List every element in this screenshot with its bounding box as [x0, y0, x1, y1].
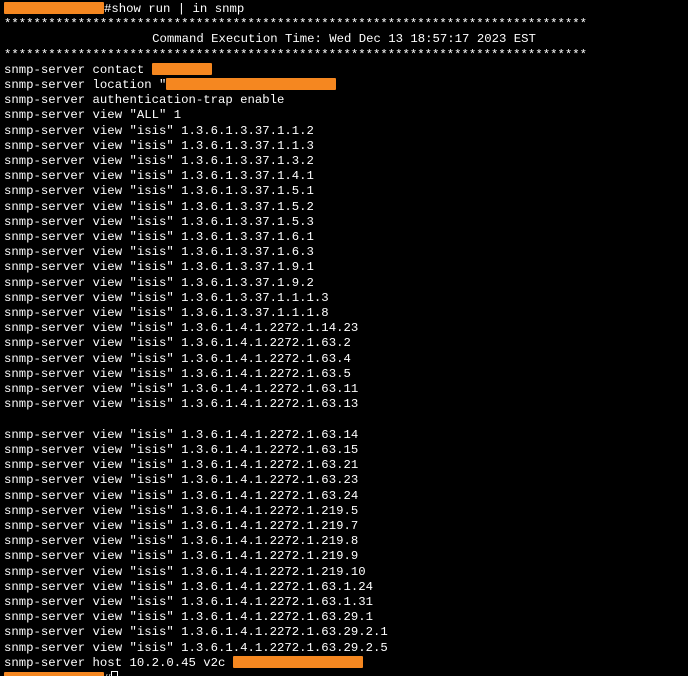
config-line: snmp-server view "isis" 1.3.6.1.4.1.2272…	[4, 625, 388, 639]
terminal-line: snmp-server view "isis" 1.3.6.1.3.37.1.5…	[4, 215, 684, 230]
terminal-line: snmp-server view "isis" 1.3.6.1.4.1.2272…	[4, 443, 684, 458]
terminal-line	[4, 412, 684, 427]
terminal-line: #	[4, 671, 684, 676]
config-line: snmp-server view "isis" 1.3.6.1.3.37.1.6…	[4, 245, 314, 259]
terminal-line: snmp-server view "isis" 1.3.6.1.3.37.1.1…	[4, 139, 684, 154]
config-line: snmp-server view "isis" 1.3.6.1.4.1.2272…	[4, 534, 358, 548]
terminal-line: snmp-server view "isis" 1.3.6.1.3.37.1.3…	[4, 154, 684, 169]
config-line: snmp-server view "isis" 1.3.6.1.3.37.1.5…	[4, 200, 314, 214]
terminal-line: snmp-server view "isis" 1.3.6.1.4.1.2272…	[4, 580, 684, 595]
config-line: snmp-server view "isis" 1.3.6.1.3.37.1.1…	[4, 306, 329, 320]
terminal-line: snmp-server view "isis" 1.3.6.1.4.1.2272…	[4, 504, 684, 519]
config-line: snmp-server view "isis" 1.3.6.1.3.37.1.4…	[4, 169, 314, 183]
terminal-line: ****************************************…	[4, 17, 684, 32]
config-line: snmp-server view "ALL" 1	[4, 108, 181, 122]
terminal-line: snmp-server view "isis" 1.3.6.1.3.37.1.6…	[4, 245, 684, 260]
terminal-line: snmp-server host 10.2.0.45 v2c	[4, 656, 684, 671]
execution-time: Command Execution Time: Wed Dec 13 18:57…	[152, 32, 536, 46]
terminal-line: snmp-server view "isis" 1.3.6.1.4.1.2272…	[4, 625, 684, 640]
config-line: snmp-server view "isis" 1.3.6.1.4.1.2272…	[4, 443, 358, 457]
terminal-line: snmp-server view "isis" 1.3.6.1.3.37.1.1…	[4, 291, 684, 306]
terminal-line: snmp-server view "isis" 1.3.6.1.3.37.1.1…	[4, 306, 684, 321]
terminal-line: snmp-server view "isis" 1.3.6.1.4.1.2272…	[4, 549, 684, 564]
terminal-line: snmp-server view "isis" 1.3.6.1.4.1.2272…	[4, 519, 684, 534]
terminal-line: snmp-server view "isis" 1.3.6.1.4.1.2272…	[4, 352, 684, 367]
terminal-line: snmp-server view "isis" 1.3.6.1.4.1.2272…	[4, 565, 684, 580]
terminal-line: snmp-server view "isis" 1.3.6.1.4.1.2272…	[4, 428, 684, 443]
config-line: snmp-server view "isis" 1.3.6.1.4.1.2272…	[4, 580, 373, 594]
config-line: snmp-server view "isis" 1.3.6.1.3.37.1.5…	[4, 184, 314, 198]
terminal-line: snmp-server view "isis" 1.3.6.1.4.1.2272…	[4, 336, 684, 351]
terminal-line: snmp-server location "	[4, 78, 684, 93]
terminal-line: snmp-server view "isis" 1.3.6.1.3.37.1.9…	[4, 260, 684, 275]
config-line-prefix: snmp-server location "	[4, 78, 166, 92]
config-line: snmp-server view "isis" 1.3.6.1.4.1.2272…	[4, 428, 358, 442]
terminal-line: snmp-server contact	[4, 63, 684, 78]
config-line: snmp-server view "isis" 1.3.6.1.4.1.2272…	[4, 549, 358, 563]
config-line: snmp-server view "isis" 1.3.6.1.4.1.2272…	[4, 367, 351, 381]
config-line-prefix: snmp-server host 10.2.0.45 v2c	[4, 656, 233, 670]
config-line: snmp-server view "isis" 1.3.6.1.4.1.2272…	[4, 382, 358, 396]
terminal-line: snmp-server view "isis" 1.3.6.1.3.37.1.4…	[4, 169, 684, 184]
terminal-line: snmp-server view "isis" 1.3.6.1.4.1.2272…	[4, 641, 684, 656]
config-line-prefix: snmp-server contact	[4, 63, 152, 77]
config-line: snmp-server view "isis" 1.3.6.1.4.1.2272…	[4, 595, 373, 609]
separator-row: ****************************************…	[4, 48, 587, 62]
terminal-line: snmp-server view "isis" 1.3.6.1.3.37.1.9…	[4, 276, 684, 291]
terminal-line: snmp-server view "isis" 1.3.6.1.4.1.2272…	[4, 458, 684, 473]
redacted-text	[4, 2, 104, 14]
terminal-line: snmp-server view "isis" 1.3.6.1.4.1.2272…	[4, 534, 684, 549]
terminal-line: snmp-server view "isis" 1.3.6.1.4.1.2272…	[4, 321, 684, 336]
terminal-line: #show run | in snmp	[4, 2, 684, 17]
config-line: snmp-server view "isis" 1.3.6.1.4.1.2272…	[4, 397, 358, 411]
redacted-text	[152, 63, 212, 75]
config-line: snmp-server view "isis" 1.3.6.1.3.37.1.3…	[4, 154, 314, 168]
terminal-line: snmp-server view "isis" 1.3.6.1.3.37.1.6…	[4, 230, 684, 245]
separator-row: ****************************************…	[4, 17, 587, 31]
terminal-line: snmp-server view "isis" 1.3.6.1.4.1.2272…	[4, 595, 684, 610]
terminal-line: snmp-server authentication-trap enable	[4, 93, 684, 108]
config-line: snmp-server view "isis" 1.3.6.1.4.1.2272…	[4, 321, 358, 335]
config-line: snmp-server view "isis" 1.3.6.1.3.37.1.9…	[4, 260, 314, 274]
terminal-line: Command Execution Time: Wed Dec 13 18:57…	[4, 32, 684, 47]
config-line: snmp-server view "isis" 1.3.6.1.4.1.2272…	[4, 352, 351, 366]
config-line: snmp-server view "isis" 1.3.6.1.4.1.2272…	[4, 336, 351, 350]
config-line: snmp-server view "isis" 1.3.6.1.3.37.1.5…	[4, 215, 314, 229]
config-line: snmp-server view "isis" 1.3.6.1.4.1.2272…	[4, 519, 358, 533]
config-line: snmp-server view "isis" 1.3.6.1.4.1.2272…	[4, 504, 358, 518]
prompt-suffix: #	[104, 672, 111, 676]
config-line: snmp-server view "isis" 1.3.6.1.3.37.1.1…	[4, 291, 329, 305]
config-line: snmp-server view "isis" 1.3.6.1.4.1.2272…	[4, 565, 366, 579]
config-line: snmp-server view "isis" 1.3.6.1.3.37.1.9…	[4, 276, 314, 290]
config-line: snmp-server view "isis" 1.3.6.1.3.37.1.1…	[4, 139, 314, 153]
terminal-line: snmp-server view "isis" 1.3.6.1.4.1.2272…	[4, 473, 684, 488]
config-line: snmp-server view "isis" 1.3.6.1.4.1.2272…	[4, 489, 358, 503]
terminal-line: snmp-server view "isis" 1.3.6.1.4.1.2272…	[4, 382, 684, 397]
config-line: snmp-server view "isis" 1.3.6.1.3.37.1.1…	[4, 124, 314, 138]
terminal-line: snmp-server view "isis" 1.3.6.1.4.1.2272…	[4, 367, 684, 382]
redacted-text	[166, 78, 336, 90]
redacted-text	[233, 656, 363, 668]
terminal-line: snmp-server view "ALL" 1	[4, 108, 684, 123]
terminal-line: snmp-server view "isis" 1.3.6.1.4.1.2272…	[4, 397, 684, 412]
config-line: snmp-server view "isis" 1.3.6.1.4.1.2272…	[4, 458, 358, 472]
terminal-line: ****************************************…	[4, 48, 684, 63]
terminal-line: snmp-server view "isis" 1.3.6.1.4.1.2272…	[4, 610, 684, 625]
redacted-text	[4, 672, 104, 676]
config-line: snmp-server view "isis" 1.3.6.1.4.1.2272…	[4, 641, 388, 655]
command-input: #show run | in snmp	[104, 2, 244, 16]
config-line: snmp-server authentication-trap enable	[4, 93, 284, 107]
cursor	[111, 671, 118, 676]
terminal-line: snmp-server view "isis" 1.3.6.1.3.37.1.1…	[4, 124, 684, 139]
config-line: snmp-server view "isis" 1.3.6.1.4.1.2272…	[4, 473, 358, 487]
config-line: snmp-server view "isis" 1.3.6.1.3.37.1.6…	[4, 230, 314, 244]
terminal-line: snmp-server view "isis" 1.3.6.1.3.37.1.5…	[4, 200, 684, 215]
terminal-line: snmp-server view "isis" 1.3.6.1.3.37.1.5…	[4, 184, 684, 199]
config-line: snmp-server view "isis" 1.3.6.1.4.1.2272…	[4, 610, 373, 624]
terminal-output: #show run | in snmp*********************…	[0, 0, 688, 676]
terminal-line: snmp-server view "isis" 1.3.6.1.4.1.2272…	[4, 489, 684, 504]
